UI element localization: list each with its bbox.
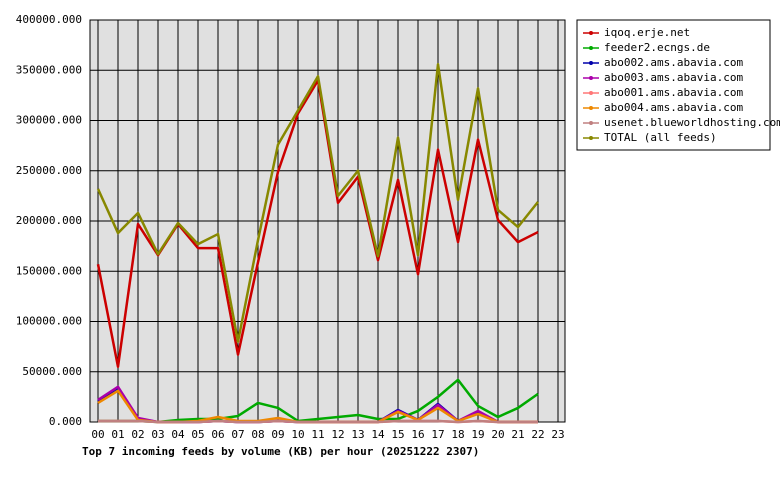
x-tick-label: 23 (551, 428, 564, 441)
legend-marker (589, 121, 593, 125)
x-tick-label: 13 (351, 428, 364, 441)
legend-marker (589, 136, 593, 140)
x-tick-label: 22 (531, 428, 544, 441)
y-tick-label: 250000.000 (16, 164, 82, 177)
x-tick-label: 19 (471, 428, 484, 441)
legend-label: abo004.ams.abavia.com (604, 101, 743, 114)
series-line (96, 62, 539, 343)
y-tick-label: 50000.000 (22, 365, 82, 378)
series-line (98, 378, 539, 424)
x-tick-label: 21 (511, 428, 524, 441)
x-tick-label: 10 (291, 428, 304, 441)
legend-label: feeder2.ecngs.de (604, 41, 710, 54)
x-tick-label: 15 (391, 428, 404, 441)
x-tick-label: 11 (311, 428, 324, 441)
legend-label: abo001.ams.abavia.com (604, 86, 743, 99)
x-tick-label: 14 (371, 428, 385, 441)
y-tick-label: 350000.000 (16, 63, 82, 76)
legend-marker (589, 76, 593, 80)
x-tick-label: 18 (451, 428, 464, 441)
legend-marker (589, 106, 593, 110)
chart-title: Top 7 incoming feeds by volume (KB) per … (82, 445, 479, 458)
legend-label: usenet.blueworldhosting.com (604, 116, 780, 129)
y-tick-label: 200000.000 (16, 214, 82, 227)
legend-marker (589, 61, 593, 65)
y-tick-label: 100000.000 (16, 315, 82, 328)
y-tick-label: 400000.000 (16, 13, 82, 26)
legend-label: abo002.ams.abavia.com (604, 56, 743, 69)
x-tick-label: 08 (251, 428, 264, 441)
x-tick-label: 17 (431, 428, 444, 441)
legend-label: iqoq.erje.net (604, 26, 690, 39)
x-tick-label: 01 (111, 428, 124, 441)
legend-marker (589, 31, 593, 35)
x-tick-label: 12 (331, 428, 344, 441)
y-tick-label: 150000.000 (16, 264, 82, 277)
y-tick-label: 0.000 (49, 415, 82, 428)
legend-label: TOTAL (all feeds) (604, 131, 717, 144)
legend-marker (589, 91, 593, 95)
legend-box (576, 19, 771, 151)
x-tick-label: 03 (151, 428, 164, 441)
x-tick-label: 06 (211, 428, 224, 441)
x-tick-label: 02 (131, 428, 144, 441)
x-tick-label: 00 (91, 428, 104, 441)
x-tick-label: 09 (271, 428, 284, 441)
legend-marker (589, 46, 593, 50)
x-tick-label: 07 (231, 428, 244, 441)
x-tick-label: 04 (171, 428, 185, 441)
x-tick-label: 20 (491, 428, 504, 441)
x-tick-label: 05 (191, 428, 204, 441)
y-tick-label: 300000.000 (16, 114, 82, 127)
x-tick-label: 16 (411, 428, 424, 441)
series-line (98, 419, 538, 424)
legend-label: abo003.ams.abavia.com (604, 71, 743, 84)
